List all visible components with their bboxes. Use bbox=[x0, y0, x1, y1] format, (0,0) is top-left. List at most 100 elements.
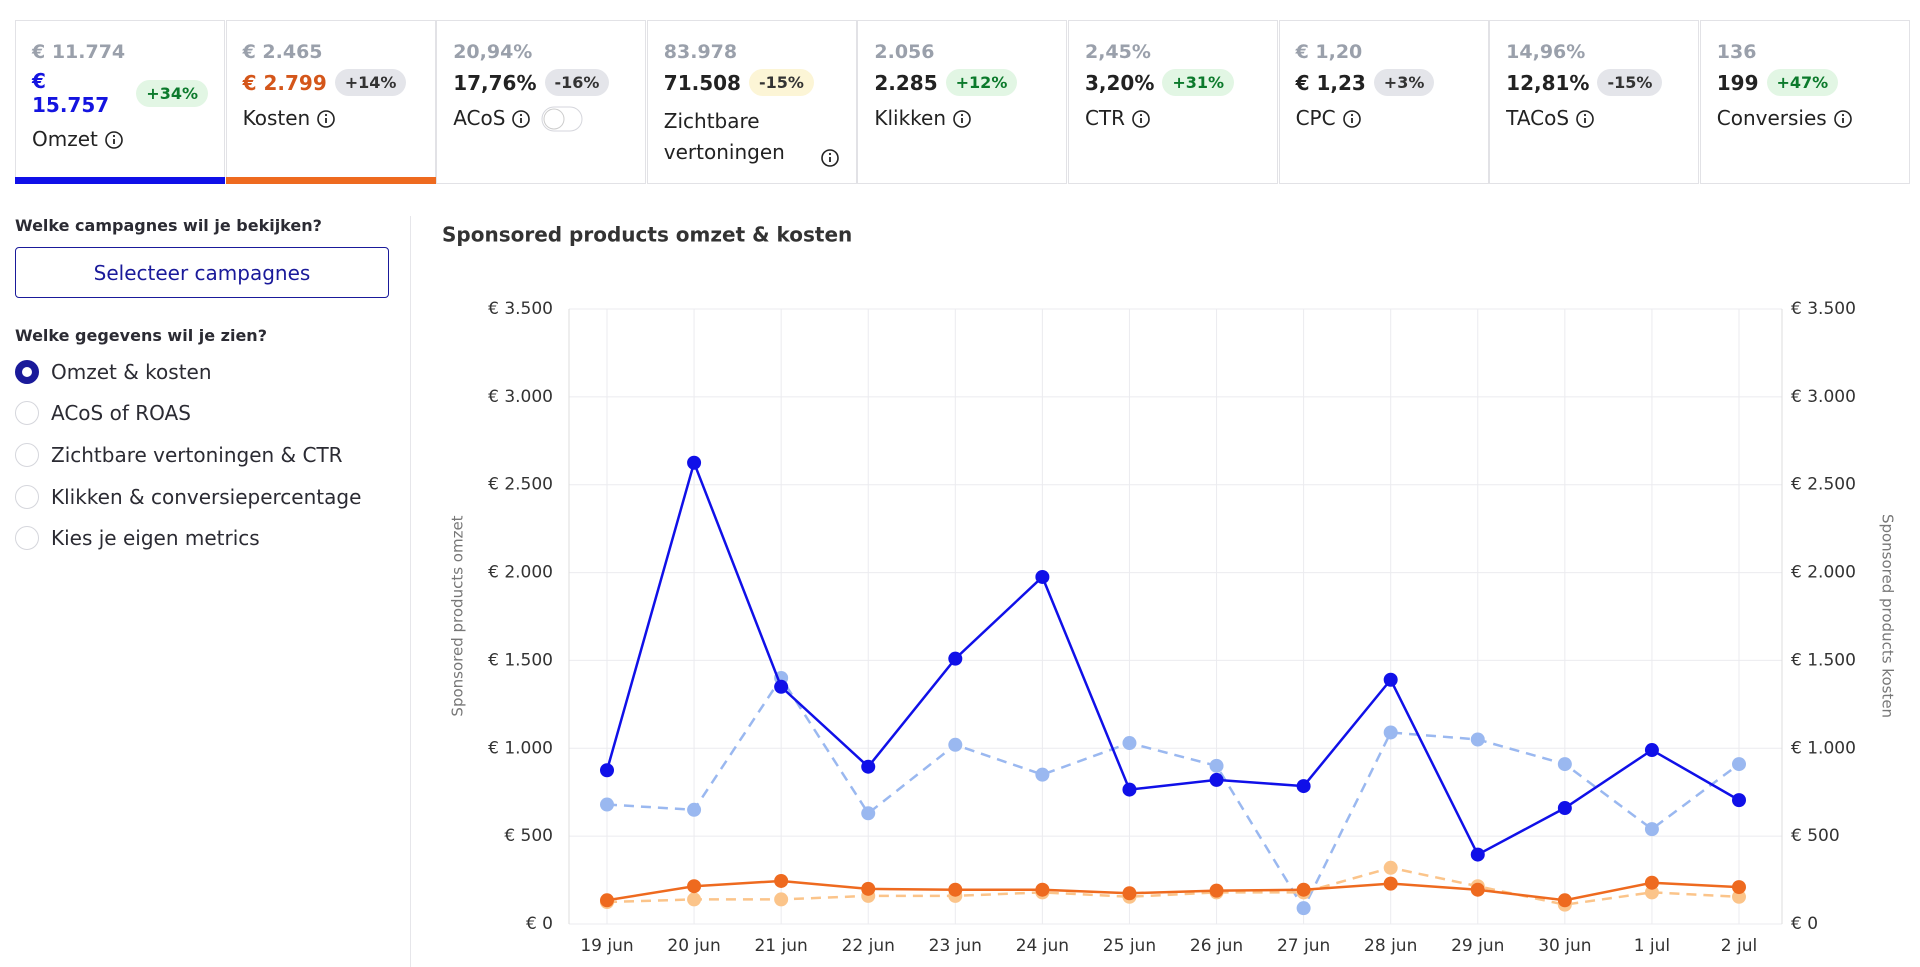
current-row: € 2.799 +14% bbox=[243, 69, 419, 96]
info-icon[interactable] bbox=[952, 109, 972, 129]
data-point bbox=[1209, 772, 1224, 787]
metric-label: CPC bbox=[1296, 106, 1472, 130]
y-tick-label: € 3.000 bbox=[488, 387, 553, 407]
y2-tick-label: € 1.000 bbox=[1791, 738, 1856, 758]
metric-card[interactable]: 2,45% 3,20% +31% CTR bbox=[1067, 20, 1278, 184]
data-point bbox=[1557, 757, 1572, 772]
change-badge: +14% bbox=[334, 69, 407, 96]
radio-button[interactable] bbox=[15, 442, 39, 467]
metric-card[interactable]: 83.978 71.508 -15% Zichtbare vertoningen bbox=[646, 20, 857, 184]
metric-label-text: TACoS bbox=[1506, 106, 1570, 130]
options: Omzet & kosten ACoS of ROAS Zichtbare vert… bbox=[15, 351, 405, 559]
sidebar: Welke campagnes wil je bekijken? Selecte… bbox=[15, 216, 405, 559]
data-point bbox=[774, 679, 789, 694]
option-label: Omzet & kosten bbox=[51, 359, 212, 384]
radio-button[interactable] bbox=[15, 526, 39, 551]
radio-button[interactable] bbox=[15, 401, 39, 426]
info-icon[interactable] bbox=[1833, 109, 1853, 129]
metric-card[interactable]: € 1,20 € 1,23 +3% CPC bbox=[1278, 20, 1489, 184]
y2-tick-label: € 500 bbox=[1791, 826, 1840, 846]
data-point bbox=[687, 879, 702, 894]
radio-option[interactable]: ACoS of ROAS bbox=[15, 393, 405, 435]
info-icon[interactable] bbox=[316, 109, 336, 129]
selected-bar bbox=[15, 177, 225, 184]
x-tick-label: 25 jun bbox=[1103, 936, 1156, 956]
current-row: 71.508 -15% bbox=[664, 69, 840, 96]
metric-card[interactable]: 14,96% 12,81% -15% TACoS bbox=[1489, 20, 1700, 184]
info-icon[interactable] bbox=[1342, 109, 1362, 129]
radio-button[interactable] bbox=[15, 359, 39, 384]
y-tick-label: € 1.000 bbox=[488, 738, 553, 758]
previous-value: 2.056 bbox=[874, 41, 935, 63]
series-line bbox=[605, 458, 1740, 857]
data-point bbox=[1035, 569, 1050, 584]
metric-label: Klikken bbox=[874, 106, 1050, 130]
data-point bbox=[1383, 876, 1398, 891]
metric-card[interactable]: € 11.774 € 15.757 +34% Omzet bbox=[15, 20, 225, 184]
x-tick-label: 22 jun bbox=[842, 936, 895, 956]
info-icon[interactable] bbox=[104, 130, 124, 150]
change-badge: +34% bbox=[136, 79, 208, 107]
metric-card[interactable]: 2.056 2.285 +12% Klikken bbox=[857, 20, 1068, 184]
data-point bbox=[1470, 847, 1485, 862]
metric-card[interactable]: 20,94% 17,76% -16% ACoS bbox=[436, 20, 647, 184]
select-campaigns-button[interactable]: Selecteer campagnes bbox=[15, 247, 389, 298]
previous-value: 2,45% bbox=[1084, 41, 1151, 63]
info-icon[interactable] bbox=[1575, 109, 1595, 129]
radio-option[interactable]: Zichtbare vertoningen & CTR bbox=[15, 434, 405, 476]
current-value: 2.285 bbox=[874, 70, 938, 95]
info-icon[interactable] bbox=[820, 148, 840, 168]
data-point bbox=[1122, 782, 1137, 797]
option-label: Kies je eigen metrics bbox=[51, 526, 260, 551]
series-line bbox=[606, 675, 1740, 911]
data-point bbox=[861, 759, 876, 774]
data-point bbox=[1732, 889, 1746, 904]
data-point bbox=[1122, 886, 1137, 901]
data-point bbox=[1122, 736, 1137, 751]
current-value: € 15.757 bbox=[32, 69, 110, 117]
data-point bbox=[1209, 758, 1224, 773]
y2-tick-label: € 2.000 bbox=[1791, 563, 1856, 583]
data-point bbox=[774, 873, 789, 888]
y-tick-label: € 0 bbox=[526, 914, 553, 934]
current-value: 71.508 bbox=[663, 70, 741, 95]
y2-axis-title: Sponsored products kosten bbox=[1879, 514, 1897, 718]
current-value: 199 bbox=[1716, 70, 1759, 95]
data-point bbox=[948, 882, 963, 897]
toggle[interactable] bbox=[541, 106, 583, 132]
current-row: 12,81% -15% bbox=[1506, 69, 1682, 96]
metric-label-text: CPC bbox=[1295, 106, 1336, 130]
metric-label-text: Zichtbare vertoningen bbox=[663, 109, 785, 164]
current-row: 2.285 +12% bbox=[874, 69, 1050, 96]
data-point bbox=[600, 893, 614, 908]
x-tick-label: 24 jun bbox=[1016, 936, 1069, 956]
previous-value: 20,94% bbox=[453, 41, 533, 63]
radio-option[interactable]: Klikken & conversiepercentage bbox=[15, 476, 405, 518]
chart-title: Sponsored products omzet & kosten bbox=[442, 223, 852, 247]
data-point bbox=[948, 737, 963, 752]
radio-option[interactable]: Kies je eigen metrics bbox=[15, 517, 405, 559]
radio-option[interactable]: Omzet & kosten bbox=[15, 351, 405, 393]
info-icon[interactable] bbox=[1131, 109, 1151, 129]
radio-button[interactable] bbox=[15, 484, 39, 509]
x-tick-label: 21 jun bbox=[754, 936, 807, 956]
data-point bbox=[1644, 875, 1659, 890]
data-point bbox=[774, 892, 789, 907]
series-line bbox=[606, 866, 1740, 906]
data-point bbox=[1296, 779, 1311, 794]
metric-label: ACoS bbox=[453, 106, 629, 132]
data-point bbox=[1296, 882, 1311, 897]
metric-card[interactable]: 136 199 +47% Conversies bbox=[1699, 20, 1910, 184]
data-point bbox=[1644, 885, 1659, 900]
x-tick-label: 1 jul bbox=[1634, 936, 1670, 956]
metric-label-text: ACoS bbox=[453, 106, 506, 130]
data-point bbox=[687, 892, 702, 907]
info-icon[interactable] bbox=[511, 109, 531, 129]
y2-tick-label: € 1.500 bbox=[1791, 650, 1856, 670]
data-point bbox=[1383, 860, 1398, 875]
metric-cards: € 11.774 € 15.757 +34% Omzet € 2.465 € 2.799 +… bbox=[15, 20, 1910, 184]
metric-card[interactable]: € 2.465 € 2.799 +14% Kosten bbox=[225, 20, 436, 184]
current-value: 17,76% bbox=[453, 70, 537, 95]
x-tick-label: 29 jun bbox=[1451, 936, 1504, 956]
